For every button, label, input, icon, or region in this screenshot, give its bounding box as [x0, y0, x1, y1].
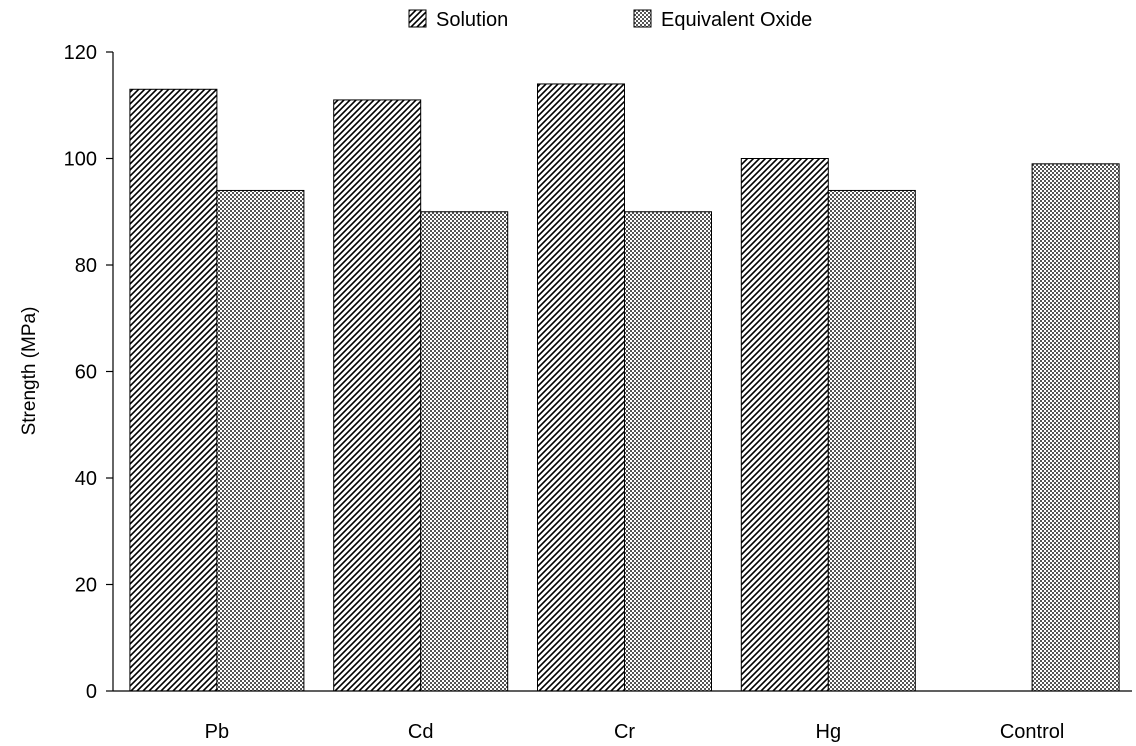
legend-swatch-equivalent-oxide: [633, 9, 652, 28]
bars: [129, 83, 1120, 692]
x-tick-label-hg: Hg: [816, 721, 842, 743]
bar-solution-cd: [333, 99, 422, 692]
y-tick-label: 40: [75, 468, 97, 490]
bar-solution-hg: [740, 158, 829, 692]
y-tick-label: 80: [75, 255, 97, 277]
x-labels: Pb Cd Cr Hg Control: [205, 721, 1065, 743]
bar-solution-pb: [129, 88, 218, 692]
x-tick-label-cr: Cr: [614, 721, 635, 743]
y-tick-label: 0: [86, 681, 97, 703]
bar-equivalent-oxide-cr: [624, 211, 712, 692]
bar-equivalent-oxide-cd: [420, 211, 509, 692]
legend-label-solution: Solution: [436, 9, 508, 31]
y-tick-label: 120: [64, 42, 97, 64]
y-axis-title: Strength (MPa): [19, 307, 40, 436]
y-tick-label: 100: [64, 149, 97, 171]
legend: Solution Equivalent Oxide: [408, 9, 812, 31]
x-tick-label-control: Control: [1000, 721, 1064, 743]
y-tick-label: 20: [75, 575, 97, 597]
legend-swatch-solution: [408, 9, 427, 28]
x-tick-label-pb: Pb: [205, 721, 229, 743]
bar-equivalent-oxide-hg: [827, 189, 916, 692]
bar-equivalent-oxide-control: [1031, 163, 1120, 692]
legend-label-equivalent-oxide: Equivalent Oxide: [661, 9, 812, 31]
y-ticks: 0 20 40 60 80 100 120: [64, 42, 113, 703]
x-tick-label-cd: Cd: [408, 721, 434, 743]
bar-equivalent-oxide-pb: [216, 189, 305, 692]
bar-solution-cr: [537, 83, 625, 692]
y-tick-label: 60: [75, 362, 97, 384]
